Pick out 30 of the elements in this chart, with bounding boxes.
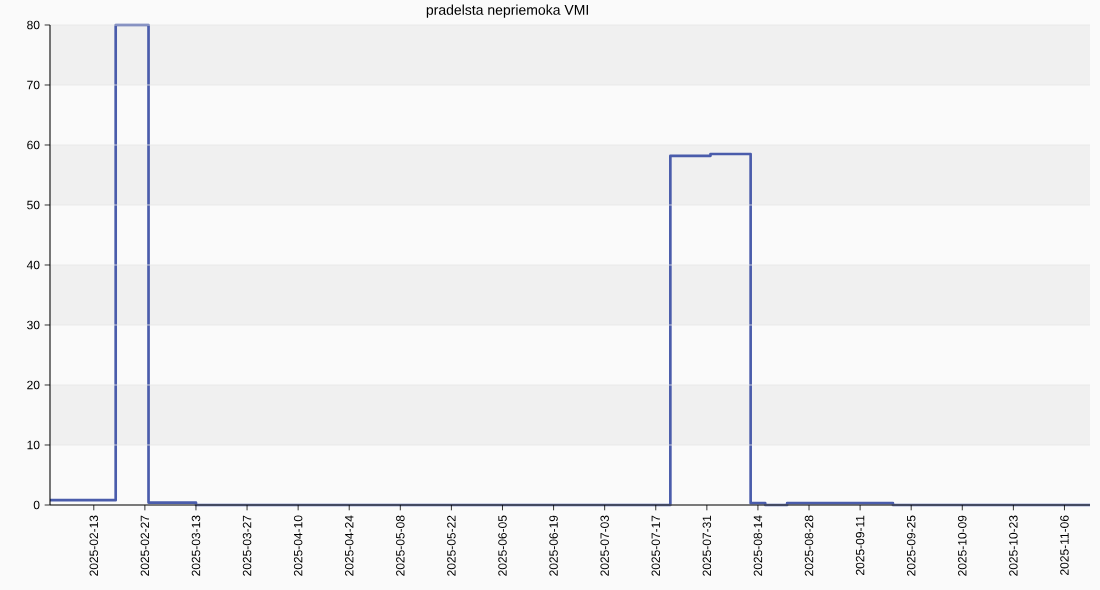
y-tick-label: 0 [33,500,40,510]
y-tick-label: 40 [26,260,40,270]
x-tick-label: 2025-07-03 [600,515,609,576]
chart-title: pradelsta nepriemoka VMI [426,4,588,18]
x-tick-label: 2025-09-25 [906,515,916,576]
x-tick-label: 2025-07-17 [651,515,661,576]
y-tick-label: 50 [27,200,40,210]
x-tick-label: 2025-02-13 [89,515,99,576]
x-tick-label: 2025-03-13 [191,515,201,576]
y-tick-label: 80 [27,20,40,30]
y-tick-label: 70 [27,80,40,90]
x-tick-label: 2025-10-09 [958,515,967,576]
x-tick-label: 2025-04-24 [344,515,354,576]
y-tick-label: 20 [27,380,40,390]
x-tick-label: 2025-11-06 [1060,515,1069,575]
x-tick-label: 2025-02-27 [140,515,150,576]
y-tick-label: 30 [27,320,40,330]
x-tick-label: 2025-10-23 [1009,515,1018,576]
x-tick-label: 2025-05-08 [396,515,405,576]
x-tick-label: 2025-08-14 [753,515,763,576]
x-tick-label: 2025-03-27 [242,515,252,576]
x-tick-label: 2025-06-19 [549,515,558,576]
x-tick-label: 2025-09-11 [855,515,865,575]
y-tick-label: 10 [27,440,40,450]
x-tick-label: 2025-06-05 [498,515,507,576]
x-tick-label: 2025-05-22 [447,515,456,576]
x-tick-label: 2025-04-10 [293,515,303,576]
x-tick-label: 2025-07-31 [702,515,712,576]
y-tick-label: 60 [27,140,40,150]
x-tick-label: 2025-08-28 [804,515,814,576]
